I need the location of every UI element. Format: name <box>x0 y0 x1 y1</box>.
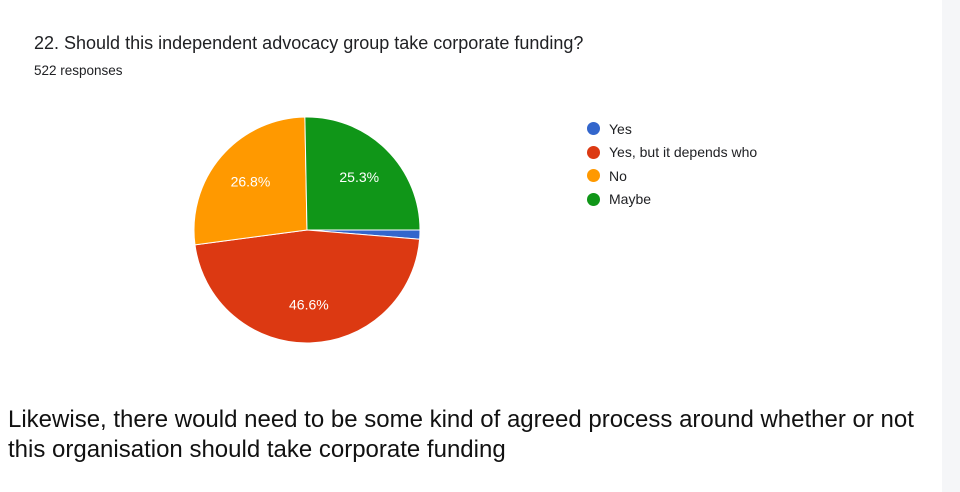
slide-caption: Likewise, there would need to be some ki… <box>8 406 914 463</box>
question-title: 22. Should this independent advocacy gro… <box>34 33 584 53</box>
scrollbar-track <box>942 0 960 492</box>
legend-swatch <box>587 192 600 206</box>
pie-slice-maybe <box>304 116 421 231</box>
legend-swatch <box>587 145 600 159</box>
legend-item-maybe: Maybe <box>587 188 757 212</box>
pie-slice-yes-but-it-depends-who <box>194 229 421 344</box>
legend-swatch <box>587 169 600 183</box>
legend-label: Yes <box>609 120 632 137</box>
legend-swatch <box>587 122 600 136</box>
legend-item-no: No <box>587 164 757 188</box>
legend-item-yes-depends: Yes, but it depends who <box>587 141 757 165</box>
pie-data-label: 46.6% <box>289 297 329 313</box>
pie-data-label: 25.3% <box>339 169 379 185</box>
response-count: 522 responses <box>34 63 123 78</box>
pie-slice-no <box>193 116 308 246</box>
legend-label: No <box>609 167 627 184</box>
pie-slices <box>193 116 421 344</box>
pie-data-label: 26.8% <box>231 173 271 189</box>
chart-legend: Yes Yes, but it depends who No Maybe <box>587 117 757 211</box>
pie-labels: 46.6% 26.8% 25.3% <box>231 169 379 313</box>
legend-label: Yes, but it depends who <box>609 144 758 161</box>
legend-item-yes: Yes <box>587 117 757 141</box>
legend-label: Maybe <box>609 191 652 208</box>
